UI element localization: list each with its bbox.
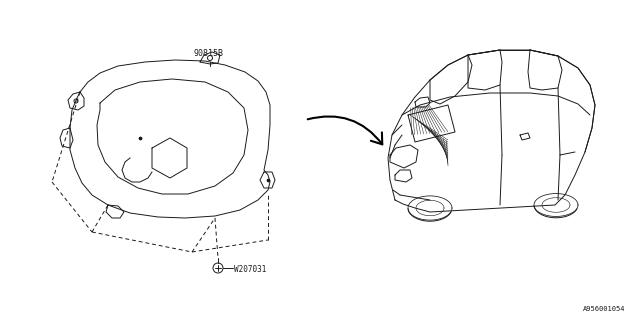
- Text: 90815B: 90815B: [193, 49, 223, 58]
- Text: A956001054: A956001054: [582, 306, 625, 312]
- FancyArrowPatch shape: [308, 116, 382, 144]
- Text: W207031: W207031: [234, 265, 266, 274]
